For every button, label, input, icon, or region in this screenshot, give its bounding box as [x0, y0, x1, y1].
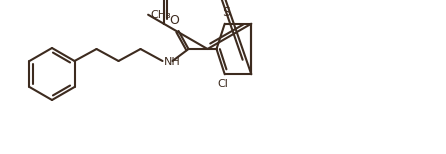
Text: Cl: Cl [217, 79, 228, 89]
Text: CH₃: CH₃ [150, 10, 171, 20]
Text: O: O [169, 14, 179, 27]
Text: S: S [222, 6, 230, 19]
Text: NH: NH [164, 57, 180, 67]
